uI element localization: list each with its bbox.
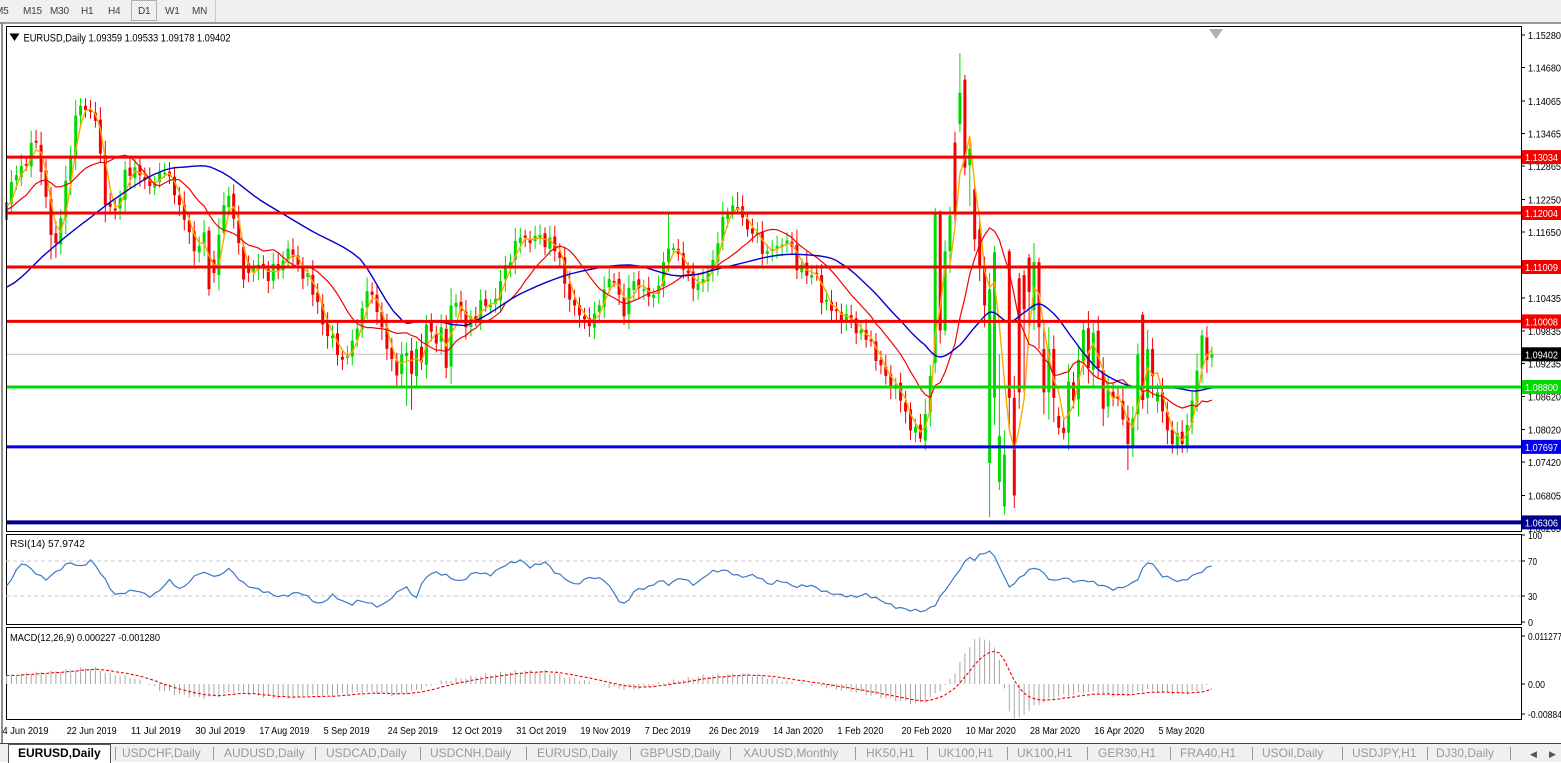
- svg-text:RSI(14) 57.9742: RSI(14) 57.9742: [10, 538, 85, 550]
- svg-text:5 Sep 2019: 5 Sep 2019: [324, 726, 370, 737]
- svg-text:16 Apr 2020: 16 Apr 2020: [1094, 726, 1144, 737]
- svg-text:1.14680: 1.14680: [1528, 64, 1561, 75]
- svg-text:22 Jun 2019: 22 Jun 2019: [67, 726, 117, 737]
- svg-text:1 Feb 2020: 1 Feb 2020: [837, 726, 883, 737]
- svg-text:0.011277: 0.011277: [1528, 632, 1561, 643]
- svg-text:1.13465: 1.13465: [1528, 130, 1561, 141]
- svg-text:26 Dec 2019: 26 Dec 2019: [709, 726, 759, 737]
- svg-text:4 Jun 2019: 4 Jun 2019: [3, 726, 49, 737]
- svg-text:1.12004: 1.12004: [1525, 209, 1558, 220]
- svg-text:1.10435: 1.10435: [1528, 294, 1561, 305]
- svg-text:1.06306: 1.06306: [1525, 518, 1558, 529]
- svg-text:100: 100: [1528, 531, 1542, 542]
- svg-text:24 Sep 2019: 24 Sep 2019: [388, 726, 438, 737]
- svg-text:1.07697: 1.07697: [1525, 443, 1558, 454]
- svg-text:17 Aug 2019: 17 Aug 2019: [259, 726, 309, 737]
- svg-text:12 Oct 2019: 12 Oct 2019: [452, 726, 502, 737]
- svg-text:1.15280: 1.15280: [1528, 31, 1561, 42]
- svg-text:1.12250: 1.12250: [1528, 196, 1561, 207]
- svg-text:1.09835: 1.09835: [1528, 327, 1561, 338]
- svg-text:0.00: 0.00: [1528, 680, 1545, 691]
- svg-text:EURUSD,Daily 1.09359 1.09533: EURUSD,Daily 1.09359 1.09533 1.09178 1.0…: [24, 33, 231, 45]
- svg-text:1.09402: 1.09402: [1525, 350, 1558, 361]
- svg-text:1.07420: 1.07420: [1528, 458, 1561, 469]
- svg-text:14 Jan 2020: 14 Jan 2020: [773, 726, 823, 737]
- svg-text:19 Nov 2019: 19 Nov 2019: [581, 726, 631, 737]
- svg-text:0: 0: [1528, 618, 1533, 629]
- svg-text:1.11650: 1.11650: [1528, 228, 1561, 239]
- svg-text:1.08020: 1.08020: [1528, 425, 1561, 436]
- svg-text:1.12865: 1.12865: [1528, 162, 1561, 173]
- svg-text:1.08800: 1.08800: [1525, 383, 1558, 394]
- svg-text:1.08620: 1.08620: [1528, 393, 1561, 404]
- svg-text:28 Mar 2020: 28 Mar 2020: [1030, 726, 1080, 737]
- svg-text:1.06805: 1.06805: [1528, 491, 1561, 502]
- svg-text:10 Mar 2020: 10 Mar 2020: [966, 726, 1016, 737]
- svg-text:30 Jul 2019: 30 Jul 2019: [195, 726, 245, 737]
- svg-text:70: 70: [1528, 557, 1537, 568]
- svg-text:-0.00884: -0.00884: [1528, 710, 1561, 721]
- svg-text:7 Dec 2019: 7 Dec 2019: [645, 726, 691, 737]
- svg-text:1.10008: 1.10008: [1525, 317, 1558, 328]
- svg-text:11 Jul 2019: 11 Jul 2019: [131, 726, 181, 737]
- svg-text:30: 30: [1528, 592, 1537, 603]
- svg-text:1.14065: 1.14065: [1528, 97, 1561, 108]
- svg-text:20 Feb 2020: 20 Feb 2020: [902, 726, 952, 737]
- svg-text:1.13034: 1.13034: [1525, 153, 1558, 164]
- svg-text:MACD(12,26,9) 0.000227 -0.0012: MACD(12,26,9) 0.000227 -0.001280: [10, 632, 160, 644]
- svg-text:1.11009: 1.11009: [1525, 263, 1558, 274]
- svg-text:31 Oct 2019: 31 Oct 2019: [516, 726, 566, 737]
- svg-text:1.09235: 1.09235: [1528, 359, 1561, 370]
- svg-text:5 May 2020: 5 May 2020: [1159, 726, 1205, 737]
